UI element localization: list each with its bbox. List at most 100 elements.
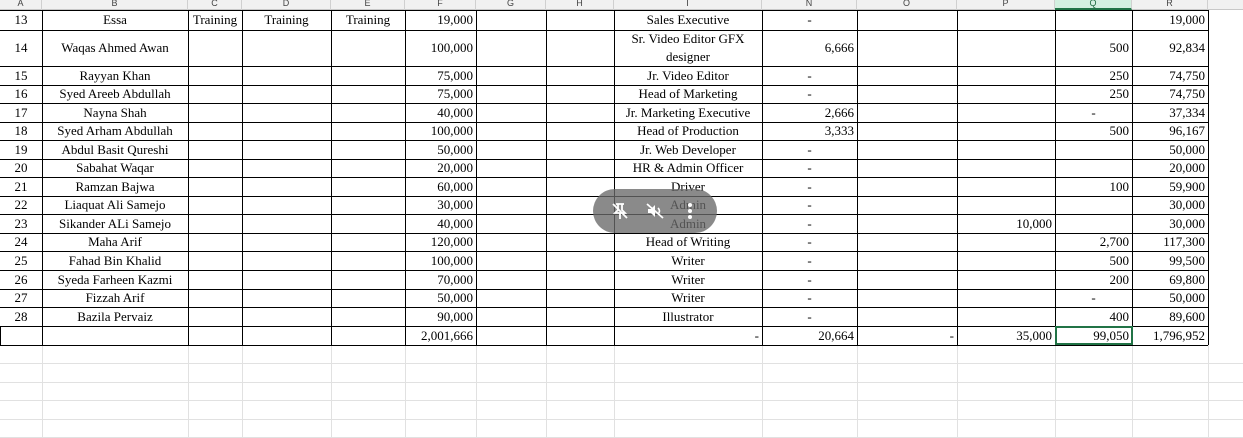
training-cell[interactable]: Training: [192, 12, 238, 27]
net-total-cell[interactable]: 50,000: [1169, 290, 1205, 305]
row-number[interactable]: 17: [14, 104, 28, 120]
net-total-cell[interactable]: 20,000: [1169, 160, 1205, 175]
column-header-g[interactable]: G: [476, 0, 546, 10]
employee-name[interactable]: Ramzan Bajwa: [75, 178, 155, 194]
deduction-cell[interactable]: 500: [1109, 123, 1130, 138]
deduction-cell[interactable]: -: [1091, 104, 1096, 120]
net-total-cell[interactable]: 30,000: [1169, 215, 1205, 231]
row-number[interactable]: 27: [14, 290, 28, 305]
salary-cell[interactable]: 20,000: [437, 160, 473, 175]
deduction-cell[interactable]: -: [1091, 290, 1096, 305]
column-header-a[interactable]: A: [0, 0, 42, 10]
designation-cell[interactable]: Writer: [671, 271, 705, 287]
deduction-cell[interactable]: [957, 307, 1055, 326]
grand-total[interactable]: 1,796,952: [1153, 327, 1205, 343]
deduction-cell[interactable]: [957, 233, 1055, 251]
deduction-cell[interactable]: -: [807, 271, 812, 287]
row-number[interactable]: 25: [14, 252, 28, 268]
deduction-cell[interactable]: -: [807, 12, 812, 27]
column-header-e[interactable]: E: [331, 0, 405, 10]
salary-cell[interactable]: 70,000: [437, 271, 473, 287]
net-total-cell[interactable]: 99,500: [1169, 252, 1205, 268]
designation-cell[interactable]: Jr. Web Developer: [640, 141, 736, 157]
salary-cell[interactable]: 120,000: [430, 234, 473, 249]
net-total-cell[interactable]: 92,834: [1169, 40, 1205, 55]
selected-cell[interactable]: [1055, 326, 1133, 345]
designation-cell[interactable]: Illustrator: [662, 308, 714, 324]
employee-name[interactable]: Abdul Basit Qureshi: [61, 141, 169, 157]
row-number[interactable]: 26: [14, 271, 28, 287]
deduction-cell[interactable]: [957, 251, 1055, 270]
net-total-cell[interactable]: 74,750: [1169, 86, 1205, 101]
employee-name[interactable]: Bazila Pervaiz: [77, 308, 153, 324]
deduction-cell[interactable]: 10,000: [1016, 215, 1052, 231]
row-number[interactable]: 24: [14, 234, 28, 249]
row-number[interactable]: 16: [14, 86, 28, 101]
deduction-cell[interactable]: 2,700: [1099, 234, 1129, 249]
employee-name[interactable]: Fahad Bin Khalid: [68, 252, 162, 268]
deduction-cell[interactable]: -: [807, 197, 812, 212]
more-icon[interactable]: [675, 196, 705, 226]
salary-cell[interactable]: 100,000: [430, 40, 473, 55]
deduction-cell[interactable]: [957, 103, 1055, 122]
deduction-cell[interactable]: -: [807, 178, 812, 194]
deduction-cell[interactable]: [1055, 196, 1132, 214]
total-n[interactable]: 20,664: [818, 327, 854, 343]
deduction-cell[interactable]: [957, 140, 1055, 159]
employee-name[interactable]: Syed Areeb Abdullah: [59, 86, 171, 101]
column-header-n[interactable]: N: [762, 0, 857, 10]
row-number[interactable]: 14: [14, 40, 28, 55]
net-total-cell[interactable]: 74,750: [1169, 67, 1205, 83]
net-total-cell[interactable]: 50,000: [1169, 141, 1205, 157]
designation-cell[interactable]: Writer: [671, 252, 705, 268]
column-header-p[interactable]: P: [957, 0, 1055, 10]
deduction-cell[interactable]: 250: [1109, 67, 1130, 83]
unpin-icon[interactable]: [605, 196, 635, 226]
designation-cell[interactable]: Jr. Marketing Executive: [625, 104, 751, 120]
row-number[interactable]: 15: [14, 67, 28, 83]
deduction-cell[interactable]: -: [807, 86, 812, 101]
salary-cell[interactable]: 75,000: [437, 67, 473, 83]
total-p[interactable]: 35,000: [1016, 327, 1052, 343]
deduction-cell[interactable]: -: [807, 215, 812, 231]
salary-cell[interactable]: 19,000: [437, 12, 473, 27]
deduction-cell[interactable]: [1055, 214, 1132, 233]
net-total-cell[interactable]: 59,900: [1169, 178, 1205, 194]
deduction-cell[interactable]: 3,333: [824, 123, 854, 138]
deduction-cell[interactable]: [957, 159, 1055, 177]
deduction-cell[interactable]: [957, 85, 1055, 103]
column-header-i[interactable]: I: [614, 0, 762, 10]
net-total-cell[interactable]: 96,167: [1169, 123, 1205, 138]
mute-icon[interactable]: [640, 196, 670, 226]
employee-name[interactable]: Waqas Ahmed Awan: [61, 40, 169, 55]
designation-cell[interactable]: Head of Production: [637, 123, 739, 138]
column-header-f[interactable]: F: [405, 0, 476, 10]
total-designation[interactable]: -: [754, 327, 759, 343]
row-number[interactable]: 28: [14, 308, 28, 324]
row-number[interactable]: 18: [14, 123, 28, 138]
deduction-cell[interactable]: [957, 289, 1055, 307]
employee-name[interactable]: Maha Arif: [88, 234, 142, 249]
total-salary[interactable]: 2,001,666: [421, 327, 473, 343]
deduction-cell[interactable]: [1055, 159, 1132, 177]
employee-name[interactable]: Sabahat Waqar: [76, 160, 154, 175]
net-total-cell[interactable]: 37,334: [1169, 104, 1205, 120]
employee-name[interactable]: Syed Arham Abdullah: [57, 123, 173, 138]
training-cell[interactable]: Training: [264, 12, 309, 27]
employee-name[interactable]: Fizzah Arif: [85, 290, 145, 305]
row-number[interactable]: 21: [14, 178, 28, 194]
total-o[interactable]: -: [949, 327, 954, 343]
column-header-r[interactable]: R: [1132, 0, 1208, 10]
designation-cell[interactable]: Writer: [671, 290, 705, 305]
net-total-cell[interactable]: 69,800: [1169, 271, 1205, 287]
column-header-c[interactable]: C: [188, 0, 242, 10]
column-header-h[interactable]: H: [546, 0, 614, 10]
employee-name[interactable]: Liaquat Ali Samejo: [64, 197, 166, 212]
deduction-cell[interactable]: 500: [1109, 40, 1130, 55]
salary-cell[interactable]: 50,000: [437, 141, 473, 157]
deduction-cell[interactable]: -: [807, 252, 812, 268]
deduction-cell[interactable]: 6,666: [824, 40, 854, 55]
salary-cell[interactable]: 30,000: [437, 197, 473, 212]
row-number[interactable]: 23: [14, 215, 28, 231]
deduction-cell[interactable]: [957, 122, 1055, 140]
